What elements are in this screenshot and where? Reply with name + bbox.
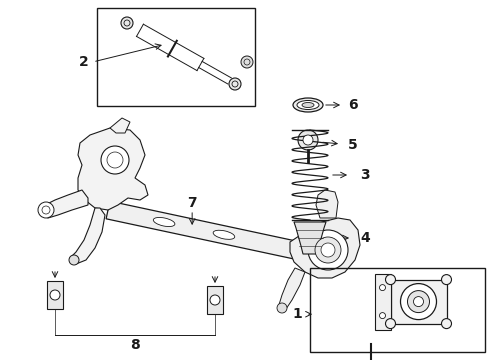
Ellipse shape: [302, 103, 314, 108]
Bar: [97, 8, 255, 106]
Circle shape: [408, 291, 430, 312]
Text: 5: 5: [348, 138, 358, 152]
Text: 2: 2: [79, 55, 89, 69]
Circle shape: [50, 290, 60, 300]
Polygon shape: [278, 268, 305, 312]
Circle shape: [308, 230, 348, 270]
Ellipse shape: [293, 98, 323, 112]
Ellipse shape: [153, 217, 175, 226]
Circle shape: [298, 130, 318, 150]
Circle shape: [69, 255, 79, 265]
Circle shape: [379, 312, 386, 319]
Polygon shape: [110, 118, 130, 133]
Text: 1: 1: [292, 307, 302, 321]
Circle shape: [303, 135, 313, 145]
Circle shape: [379, 285, 386, 291]
Text: 7: 7: [187, 196, 197, 210]
Polygon shape: [106, 201, 297, 259]
Polygon shape: [78, 128, 148, 210]
Circle shape: [229, 78, 241, 90]
Text: 4: 4: [360, 231, 370, 245]
Bar: [207, 286, 223, 314]
Polygon shape: [316, 190, 338, 218]
Polygon shape: [70, 208, 105, 264]
Circle shape: [315, 237, 341, 263]
Ellipse shape: [297, 100, 319, 109]
Text: 8: 8: [130, 338, 140, 352]
Circle shape: [38, 202, 54, 218]
Bar: [47, 281, 63, 309]
Circle shape: [400, 284, 437, 320]
Text: 6: 6: [348, 98, 358, 112]
Ellipse shape: [213, 230, 235, 239]
Circle shape: [241, 56, 253, 68]
Circle shape: [210, 295, 220, 305]
Circle shape: [414, 297, 423, 307]
Bar: [391, 280, 446, 324]
Circle shape: [277, 303, 287, 313]
Polygon shape: [42, 190, 88, 218]
Bar: [374, 274, 391, 330]
Polygon shape: [290, 218, 360, 278]
Circle shape: [441, 275, 451, 285]
Circle shape: [441, 319, 451, 329]
Circle shape: [321, 243, 335, 257]
Bar: [310, 268, 485, 352]
Circle shape: [121, 17, 133, 29]
Circle shape: [101, 146, 129, 174]
Circle shape: [386, 275, 395, 285]
Circle shape: [386, 319, 395, 329]
Text: 3: 3: [360, 168, 370, 182]
Polygon shape: [294, 222, 326, 254]
